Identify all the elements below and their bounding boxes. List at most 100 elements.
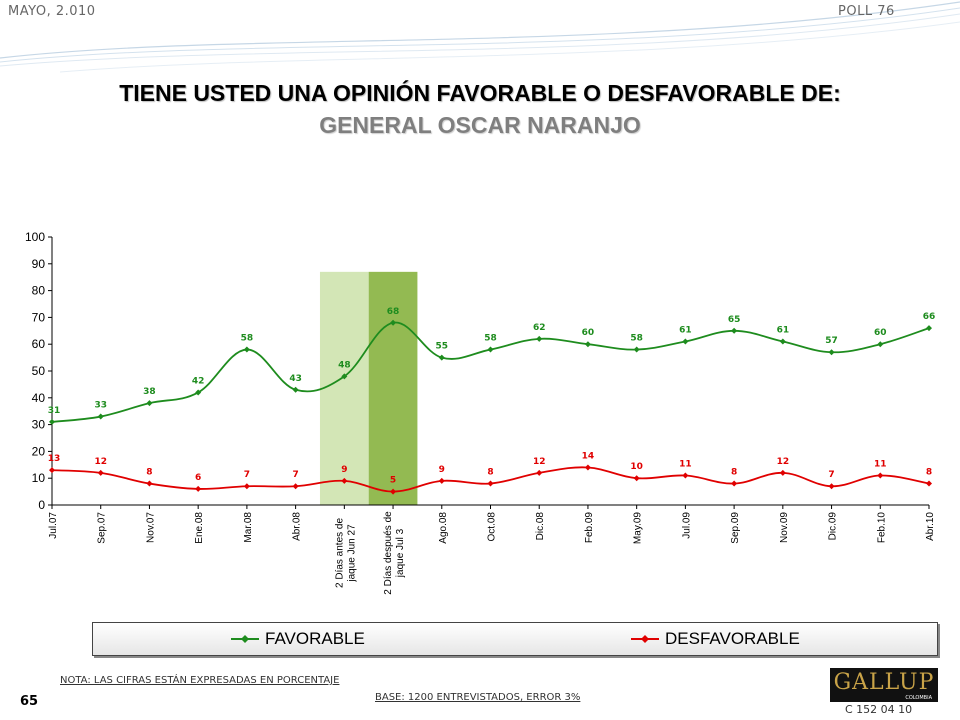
y-tick-label: 40 (32, 391, 46, 405)
data-point-desfavorable (292, 483, 299, 490)
data-point-favorable (341, 373, 348, 380)
data-point-desfavorable (877, 472, 884, 479)
legend-item-desfavorable: DESFAVORABLE (631, 628, 800, 650)
data-label-desfavorable: 8 (146, 468, 152, 478)
data-point-favorable (682, 338, 689, 345)
x-tick-label: Nov.07 (145, 512, 156, 543)
data-label-desfavorable: 7 (828, 470, 834, 480)
data-label-favorable: 60 (874, 328, 887, 338)
poll-number: POLL 76 (838, 4, 895, 19)
data-point-favorable (243, 346, 250, 353)
x-tick-label: Sep.07 (97, 512, 108, 544)
x-tick-label: 2 Días después dejaque Jul 3 (383, 511, 406, 595)
data-label-desfavorable: 7 (244, 470, 250, 480)
data-label-desfavorable: 6 (195, 473, 201, 483)
data-point-desfavorable (633, 475, 640, 482)
data-point-favorable (536, 335, 543, 342)
x-tick-label: Mar.08 (243, 512, 254, 543)
data-point-favorable (633, 346, 640, 353)
data-label-favorable: 57 (825, 336, 838, 346)
chart-title: TIENE USTED UNA OPINIÓN FAVORABLE O DESF… (119, 80, 841, 106)
data-point-desfavorable (97, 469, 104, 476)
x-tick-label: Jul.07 (48, 512, 59, 539)
x-tick-label: Ago.08 (438, 512, 449, 544)
x-tick-label: Dic.08 (535, 512, 546, 541)
data-point-desfavorable (779, 469, 786, 476)
header-swoosh-decoration (0, 1, 960, 73)
sample-base-note: BASE: 1200 ENTREVISTADOS, ERROR 3% (375, 692, 581, 703)
data-point-favorable (779, 338, 786, 345)
y-tick-label: 0 (38, 498, 45, 512)
y-tick-label: 100 (25, 230, 45, 244)
chart-legend: FAVORABLE DESFAVORABLE (92, 622, 938, 656)
data-point-desfavorable (682, 472, 689, 479)
data-point-favorable (195, 389, 202, 396)
data-point-favorable (487, 346, 494, 353)
y-tick-label: 10 (32, 471, 46, 485)
data-point-desfavorable (438, 477, 445, 484)
x-tick-label: Jul.09 (681, 512, 692, 539)
x-tick-label: Dic.09 (828, 512, 839, 541)
data-point-favorable (828, 349, 835, 356)
y-tick-label: 30 (32, 418, 46, 432)
data-point-desfavorable (243, 483, 250, 490)
y-tick-label: 60 (32, 337, 46, 351)
data-label-favorable: 55 (436, 342, 449, 352)
data-label-favorable: 66 (923, 312, 936, 322)
x-tick-label: 2 Días antes dejaque Jun 27 (334, 518, 357, 588)
legend-desfavorable-marker-icon (631, 635, 659, 643)
data-label-desfavorable: 11 (679, 460, 692, 470)
data-point-favorable (49, 418, 55, 425)
data-point-favorable (877, 341, 884, 348)
data-label-favorable: 43 (289, 374, 302, 384)
footnote: NOTA: LAS CIFRAS ESTÁN EXPRESADAS EN POR… (60, 675, 340, 686)
report-date: MAYO, 2.010 (8, 4, 96, 19)
data-point-desfavorable (926, 480, 932, 487)
data-label-favorable: 68 (387, 307, 400, 317)
data-label-favorable: 42 (192, 376, 205, 386)
opinion-line-chart: 0 10 20 30 40 50 60 70 80 90 100 Jul.07 Sep.07 Nov.07… (25, 230, 936, 595)
data-point-favorable (731, 327, 738, 334)
data-label-desfavorable: 11 (874, 460, 887, 470)
data-label-desfavorable: 7 (292, 470, 298, 480)
x-tick-label: Nov.09 (779, 512, 790, 543)
data-label-favorable: 58 (630, 334, 643, 344)
data-label-favorable: 60 (582, 328, 595, 338)
data-point-desfavorable (731, 480, 738, 487)
data-point-desfavorable (584, 464, 591, 471)
data-point-favorable (584, 341, 591, 348)
legend-item-favorable: FAVORABLE (231, 628, 365, 650)
y-tick-label: 90 (32, 257, 46, 271)
legend-desfavorable-label: DESFAVORABLE (665, 629, 800, 648)
data-label-favorable: 61 (777, 326, 790, 336)
data-label-favorable: 33 (94, 401, 107, 411)
data-label-favorable: 62 (533, 323, 546, 333)
x-tick-label: Abr.08 (292, 512, 303, 541)
data-point-favorable (390, 319, 397, 326)
data-label-desfavorable: 12 (94, 457, 107, 467)
data-label-favorable: 48 (338, 360, 351, 370)
y-tick-label: 20 (32, 444, 46, 458)
highlight-band (319, 271, 369, 505)
data-label-desfavorable: 14 (582, 451, 595, 461)
page-number: 65 (20, 694, 39, 709)
y-tick-label: 50 (32, 364, 46, 378)
data-point-favorable (97, 413, 104, 420)
chart-subtitle: GENERAL OSCAR NARANJO (319, 112, 641, 138)
data-point-desfavorable (341, 477, 348, 484)
y-tick-label: 80 (32, 284, 46, 298)
document-code: C 152 04 10 (845, 703, 913, 716)
data-point-favorable (926, 325, 932, 332)
x-tick-label: Abr.10 (925, 512, 936, 541)
data-label-favorable: 58 (484, 334, 497, 344)
data-label-desfavorable: 8 (731, 468, 737, 478)
data-label-desfavorable: 12 (777, 457, 790, 467)
legend-favorable-label: FAVORABLE (265, 629, 365, 648)
x-tick-label: Sep.09 (730, 512, 741, 544)
data-point-desfavorable (146, 480, 153, 487)
data-point-desfavorable (536, 469, 543, 476)
data-label-desfavorable: 13 (48, 454, 61, 464)
data-label-desfavorable: 9 (439, 465, 445, 475)
data-label-desfavorable: 10 (630, 462, 643, 472)
data-point-favorable (438, 354, 445, 361)
